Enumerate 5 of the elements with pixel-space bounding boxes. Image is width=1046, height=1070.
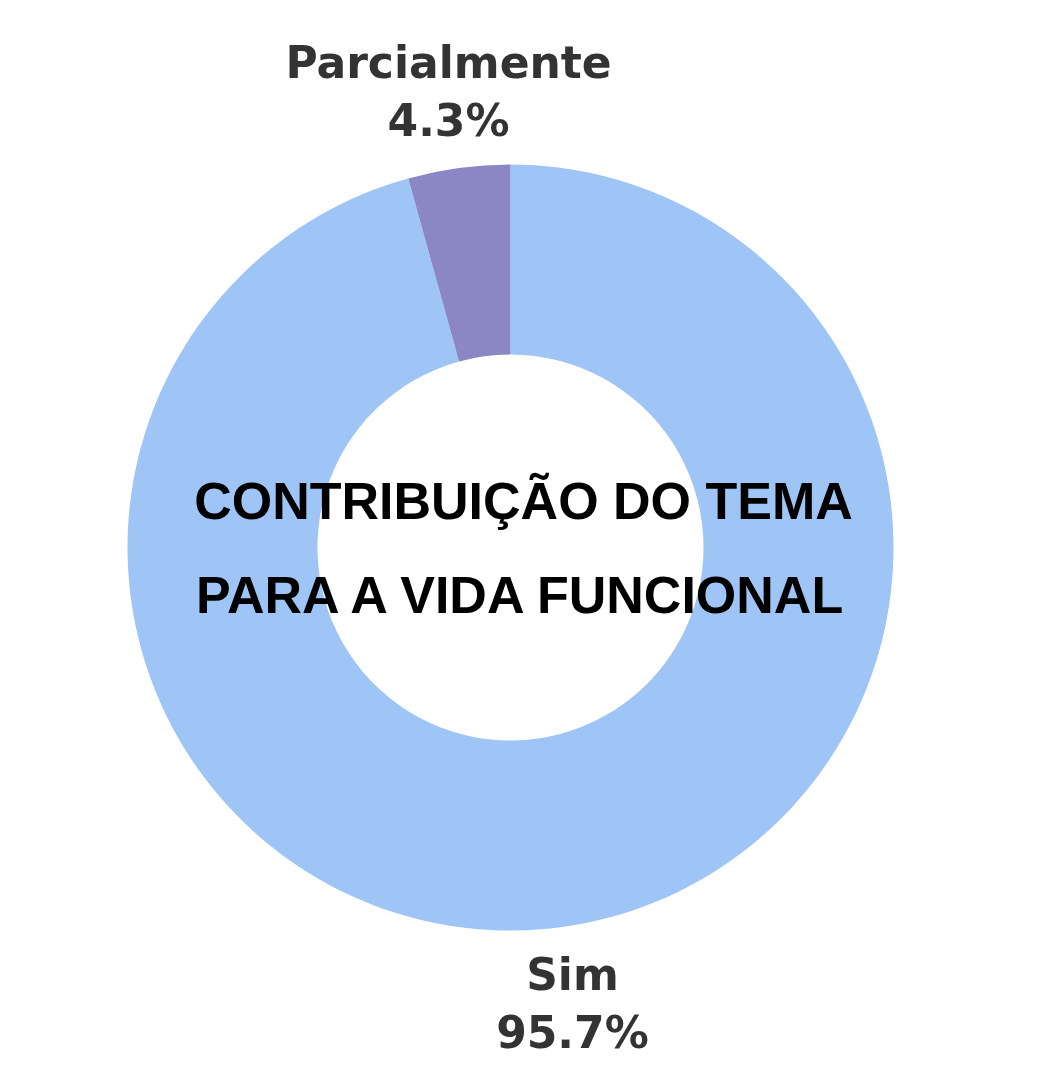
text: CONTRIBUIÇÃO DO TEMA PARA A VIDA FUNCIONAL <box>194 471 853 624</box>
data-label: 95.7% <box>496 1006 649 1058</box>
data-label: 4.3% <box>387 95 510 147</box>
slice-label: Sim <box>526 948 619 1000</box>
slice-label: Parcialmente <box>285 37 612 89</box>
